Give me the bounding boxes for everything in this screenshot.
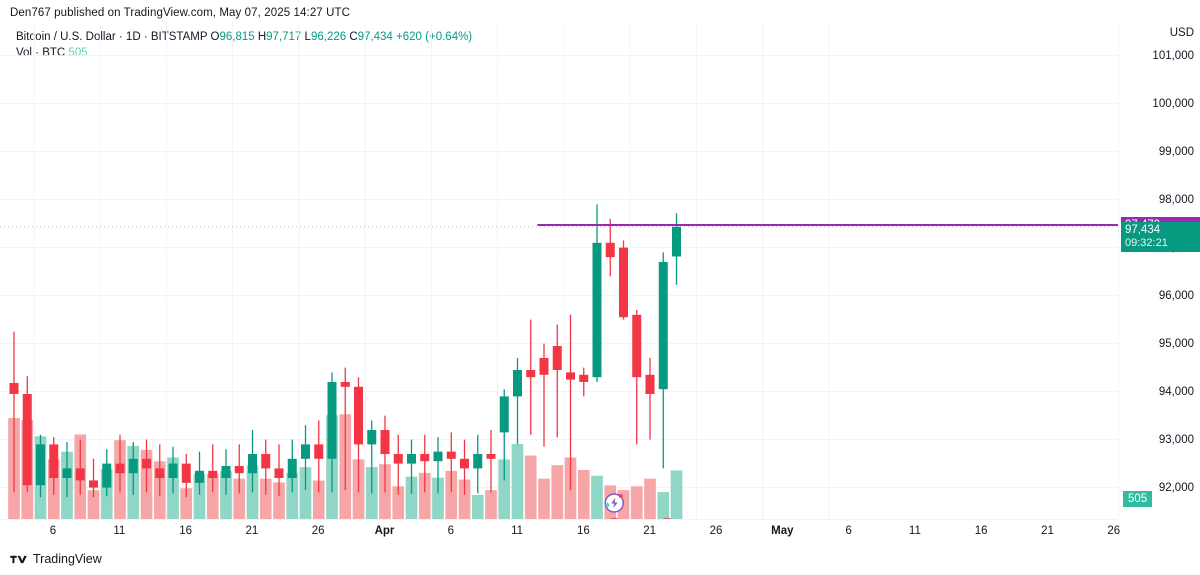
- time-scale[interactable]: 6 11 16 21 26 Apr 6 11 16 21 26 May 6 11 16 21 26: [0, 519, 1121, 543]
- last-price-badge[interactable]: 97,434 09:32:21: [1121, 221, 1200, 252]
- time-tick: 21: [1041, 525, 1054, 537]
- price-tick: 96,000: [1158, 289, 1194, 302]
- legend-open-key: O: [210, 31, 220, 43]
- price-tick: 98,000: [1158, 193, 1194, 206]
- legend-high-key: H: [257, 31, 267, 43]
- time-tick: 6: [845, 525, 852, 537]
- price-tick: 94,000: [1158, 385, 1194, 398]
- time-tick: 21: [245, 525, 259, 537]
- time-tick: Apr: [374, 525, 395, 537]
- time-tick: 26: [311, 525, 325, 537]
- price-tick: 100,000: [1152, 97, 1194, 110]
- legend-low-value: 96,226: [310, 31, 347, 43]
- tradingview-wordmark: TradingView: [33, 552, 102, 566]
- legend-high-value: 97,717: [266, 31, 302, 43]
- price-tick: 99,000: [1158, 145, 1194, 158]
- price-tick: 93,000: [1158, 433, 1194, 446]
- time-tick: May: [771, 525, 794, 537]
- time-tick: 26: [709, 525, 723, 537]
- bar-countdown: 09:32:21: [1125, 236, 1168, 249]
- last-price-value: 97,434: [1125, 223, 1161, 236]
- time-tick: 16: [179, 525, 192, 537]
- price-scale[interactable]: USD 101,000100,00099,00098,00097,00096,0…: [1118, 22, 1200, 519]
- price-tick: 101,000: [1152, 49, 1194, 62]
- chart-canvas: [0, 22, 1118, 519]
- time-tick: 11: [113, 525, 126, 537]
- sparkle-lightning-icon[interactable]: [604, 493, 624, 513]
- time-tick: 11: [908, 525, 921, 537]
- chart-legend: Bitcoin / U.S. Dollar · 1D · BITSTAMP O9…: [16, 30, 472, 45]
- time-tick: 11: [511, 525, 524, 537]
- price-tick: 95,000: [1158, 337, 1194, 350]
- legend-change-percent: (+0.64%): [425, 31, 473, 43]
- publish-attribution: Den767 published on TradingView.com, May…: [10, 7, 351, 19]
- time-tick: 16: [576, 525, 590, 537]
- legend-close-key: C: [349, 31, 358, 43]
- currency-label: USD: [1169, 27, 1194, 39]
- time-tick: 16: [974, 525, 988, 537]
- us-flag-icon[interactable]: [659, 517, 676, 520]
- time-tick: 6: [447, 525, 454, 537]
- time-tick: 26: [1107, 525, 1121, 537]
- volume-value-badge: 505: [1123, 491, 1153, 507]
- chart-plot-area[interactable]: [0, 22, 1118, 519]
- legend-open-value: 96,815: [219, 31, 255, 43]
- legend-close-value: 97,434: [357, 31, 393, 43]
- legend-change: +620: [396, 31, 422, 43]
- time-tick: 21: [643, 525, 657, 537]
- time-tick: 6: [49, 525, 57, 537]
- tradingview-logo[interactable]: TradingView: [10, 552, 102, 566]
- price-tick: 92,000: [1158, 481, 1194, 494]
- us-flag-icon[interactable]: [606, 517, 623, 520]
- legend-low-key: L: [304, 31, 311, 43]
- tradingview-mark-icon: [10, 555, 27, 563]
- legend-symbol[interactable]: Bitcoin / U.S. Dollar · 1D · BITSTAMP: [16, 31, 208, 43]
